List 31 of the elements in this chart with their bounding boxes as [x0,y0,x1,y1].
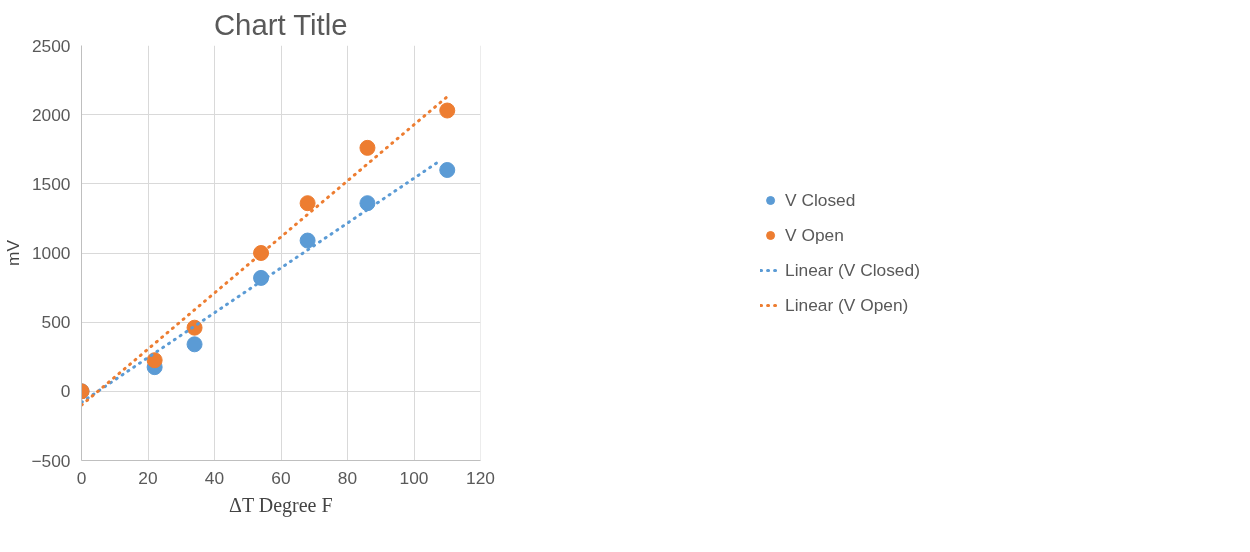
x-tick-label: 80 [337,467,358,488]
point [299,232,316,249]
point [439,162,456,178]
y-tick-label: −500 [31,450,71,471]
point [253,245,270,261]
x-axis-title: ΔT Degree F [229,493,333,517]
x-tick-label: 120 [466,467,495,488]
x-tick-label: 100 [399,467,429,488]
y-tick-label: 1500 [31,173,71,194]
x-tick-label: 40 [204,467,225,488]
x-tick-label: 60 [271,467,291,488]
chart-title: Chart Title [213,7,348,41]
y-tick-label: 2500 [31,35,71,56]
y-tick-label: 500 [41,312,71,333]
point [359,195,376,212]
point [146,352,163,369]
point [253,269,270,286]
point [186,336,203,353]
y-tick-label: 0 [60,381,71,402]
x-tick-label: 20 [138,467,158,488]
y-axis-title: mV [3,239,24,266]
legend-label: Linear (V Open) [785,294,909,316]
y-tick-label: 1000 [31,243,71,263]
y-tick-label: 2000 [31,104,71,125]
point [359,139,376,156]
point [299,195,316,212]
legend-label: V Open [785,224,844,246]
x-tick-label: 0 [76,467,87,488]
legend-label: V Closed [785,189,856,211]
legend-label: Linear (V Closed) [785,259,920,281]
point [439,102,456,119]
